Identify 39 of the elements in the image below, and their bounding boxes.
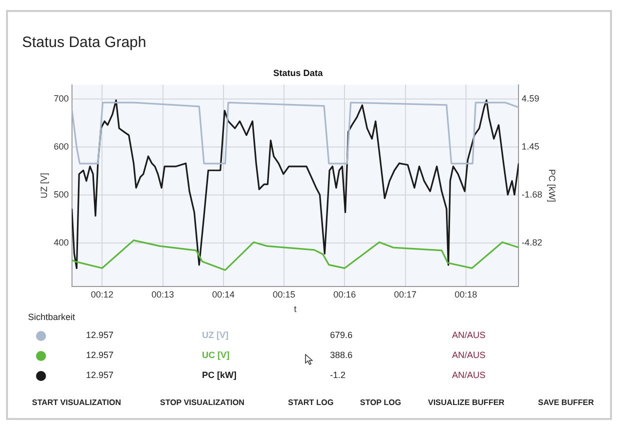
x-tick-label: 00:15 (272, 289, 296, 300)
text: 12.957 (86, 330, 114, 340)
text: -1.2 (330, 370, 346, 380)
chart-title: Status Data Graph (22, 34, 146, 51)
text: 679.6 (330, 330, 353, 340)
text: STOP VISUALIZATION (160, 398, 244, 407)
y-tick-label: 600 (54, 142, 69, 152)
chart-subtitle: Status Data (273, 68, 324, 78)
x-tick-label: 00:13 (152, 289, 174, 300)
x-tick-label: 00:12 (90, 289, 114, 300)
text: START LOG (288, 398, 334, 407)
x-tick-label: 00:18 (454, 289, 478, 300)
y-tick-label: 500 (54, 190, 69, 200)
text: START VISUALIZATION (32, 398, 122, 407)
x-tick-label: 00:16 (333, 289, 356, 300)
text: AN/AUS (452, 330, 486, 340)
y2-tick-label: 1.45 (522, 142, 540, 152)
text: Sichtbarkeit (28, 312, 76, 322)
text: VISUALIZE BUFFER (428, 398, 504, 407)
text: UZ [V] (202, 330, 228, 340)
text: 12.957 (86, 370, 114, 380)
text: PC [kW] (202, 370, 236, 380)
x-axis-title: t (294, 304, 297, 314)
y2-tick-label: -1.68 (522, 190, 542, 200)
text: AN/AUS (452, 350, 486, 360)
x-tick-label: 00:17 (394, 289, 417, 300)
text: UC [V] (202, 350, 230, 360)
y-tick-label: 700 (54, 94, 69, 104)
text: 388.6 (330, 350, 353, 360)
x-tick-label: 00:14 (212, 289, 235, 300)
text: SAVE BUFFER (538, 398, 594, 407)
y2-axis-title: PC [kW] (547, 169, 558, 202)
y2-tick-label: -4.82 (522, 238, 542, 248)
y2-tick-label: 4.59 (522, 94, 540, 104)
text: 12.957 (86, 350, 114, 360)
text: STOP LOG (360, 398, 402, 407)
y-tick-label: 400 (54, 238, 69, 248)
text: AN/AUS (452, 370, 486, 380)
y-axis-title: UZ [V] (38, 172, 49, 198)
